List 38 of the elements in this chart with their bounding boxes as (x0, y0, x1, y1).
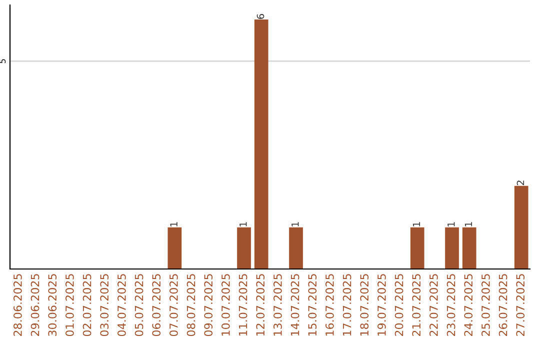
x-tick-label: 24.07.2025 (464, 274, 473, 336)
x-tick-label: 06.07.2025 (152, 274, 161, 336)
x-tick-label: 09.07.2025 (204, 274, 213, 336)
data-label: 1 (412, 222, 420, 226)
x-tick-label: 08.07.2025 (186, 274, 196, 336)
x-tick-label: 13.07.2025 (273, 274, 282, 336)
data-label: 1 (292, 222, 299, 226)
data-label: 6 (256, 14, 264, 19)
x-tick-label: 30.06.2025 (48, 274, 57, 336)
x-tick-label: 21.07.2025 (412, 274, 421, 336)
x-tick-label: 14.07.2025 (290, 274, 300, 336)
x-tick-label: 18.07.2025 (360, 274, 369, 336)
x-tick-label: 15.07.2025 (308, 274, 317, 336)
x-tick-label: 23.07.2025 (446, 274, 456, 336)
x-tick-label: 20.07.2025 (394, 274, 404, 336)
x-tick-label: 12.07.2025 (256, 274, 265, 336)
x-tick-label: 17.07.2025 (342, 274, 352, 336)
x-tick-label: 05.07.2025 (134, 274, 144, 336)
x-tick-label: 27.07.2025 (516, 274, 525, 336)
x-tick-label: 29.06.2025 (30, 274, 40, 336)
x-tick-label: 19.07.2025 (377, 274, 386, 336)
x-tick-label: 22.07.2025 (429, 274, 438, 336)
data-label: 1 (448, 222, 455, 226)
x-tick-label: 11.07.2025 (238, 274, 248, 336)
x-tick-label: 01.07.2025 (65, 274, 74, 336)
x-tick-label: 26.07.2025 (498, 274, 508, 336)
x-tick-label: 25.07.2025 (481, 274, 490, 336)
x-tick-label: 07.07.2025 (169, 274, 178, 336)
x-tick-label: 16.07.2025 (325, 274, 334, 336)
data-label: 1 (464, 222, 472, 226)
x-tick-label: 03.07.2025 (100, 274, 109, 336)
data-label: 2 (516, 180, 524, 186)
x-tick-label: 28.06.2025 (13, 274, 22, 336)
x-tick-label: 04.07.2025 (117, 274, 126, 336)
data-label: 1 (170, 222, 178, 226)
x-tick-label: 10.07.2025 (221, 274, 230, 336)
x-tick-label: 02.07.2025 (82, 274, 92, 336)
data-label: 1 (240, 222, 247, 226)
